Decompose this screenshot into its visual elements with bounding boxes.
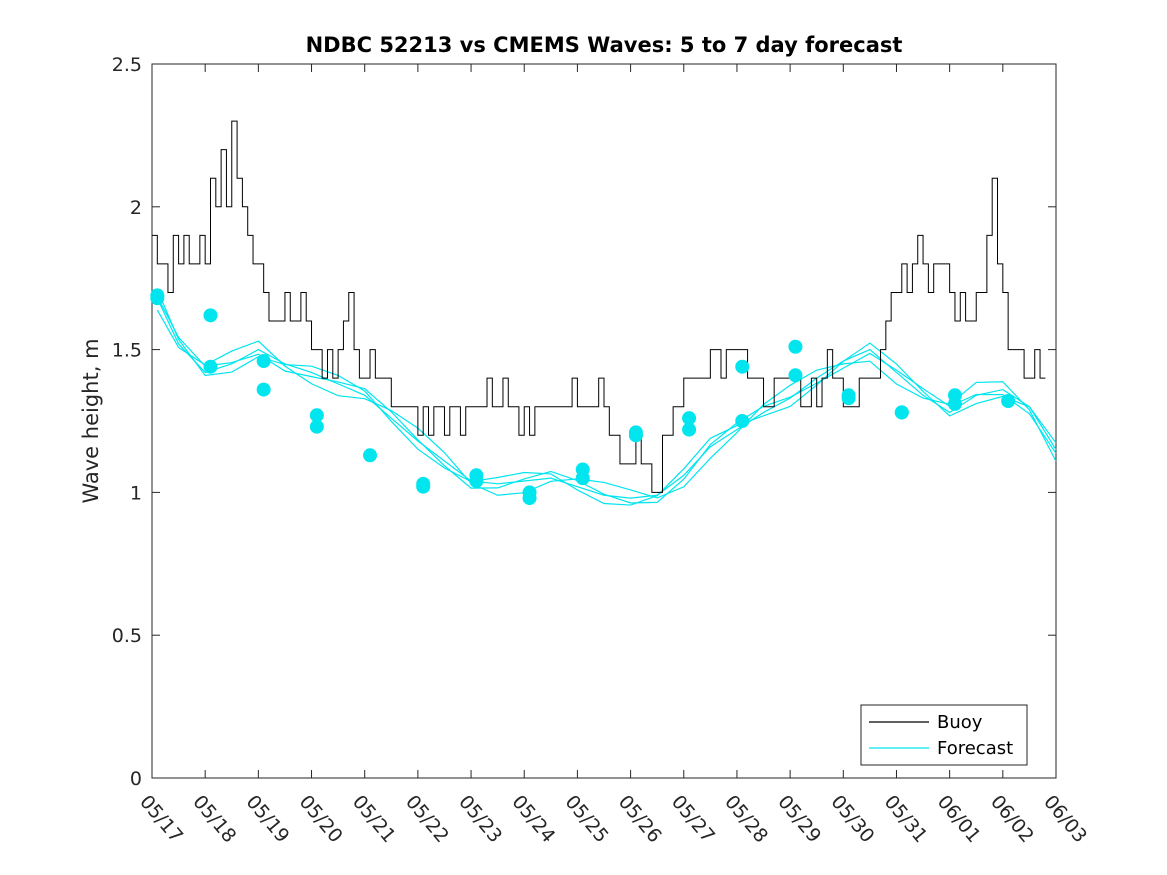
forecast-marker (1001, 394, 1016, 409)
chart-title: NDBC 52213 vs CMEMS Waves: 5 to 7 day fo… (306, 33, 903, 57)
y-tick-label: 0 (130, 768, 142, 790)
buoy-line (152, 120, 1046, 493)
forecast-marker (309, 419, 324, 434)
forecast-marker (947, 396, 962, 411)
forecast-marker (735, 414, 750, 428)
forecast-marker (256, 382, 271, 397)
forecast-marker (682, 422, 697, 437)
forecast-marker (575, 471, 590, 486)
forecast-marker (256, 354, 271, 369)
forecast-marker (682, 411, 697, 426)
legend-box (860, 704, 1028, 766)
y-axis-label: Wave height, m (79, 338, 103, 503)
y-tick-label: 0.5 (112, 625, 142, 647)
forecast-marker (309, 408, 324, 423)
y-tick-label: 2.5 (112, 54, 142, 76)
forecast-marker (203, 308, 218, 323)
forecast-marker (469, 473, 484, 488)
legend-label: Forecast (937, 738, 1013, 759)
forecast-marker (416, 479, 431, 494)
forecast-line (156, 296, 1057, 504)
forecast-line (156, 289, 1057, 506)
forecast-line (156, 297, 1057, 499)
forecast-marker (363, 448, 378, 463)
forecast-marker (203, 359, 218, 374)
forecast-marker (841, 391, 856, 406)
forecast-marker (522, 491, 537, 506)
y-tick-label: 2 (130, 197, 142, 219)
forecast-marker (150, 291, 165, 306)
forecast-line (156, 309, 1057, 499)
legend: Buoy Forecast (860, 704, 1028, 766)
forecast-marker (735, 359, 750, 374)
forecast-marker (894, 405, 909, 420)
legend-label: Buoy (937, 712, 983, 733)
y-tick-label: 1 (130, 482, 142, 504)
forecast-marker (788, 368, 803, 383)
forecast-marker (628, 428, 643, 443)
y-tick-label: 1.5 (112, 340, 142, 362)
axes-box (151, 63, 1057, 779)
forecast-marker (788, 339, 803, 354)
